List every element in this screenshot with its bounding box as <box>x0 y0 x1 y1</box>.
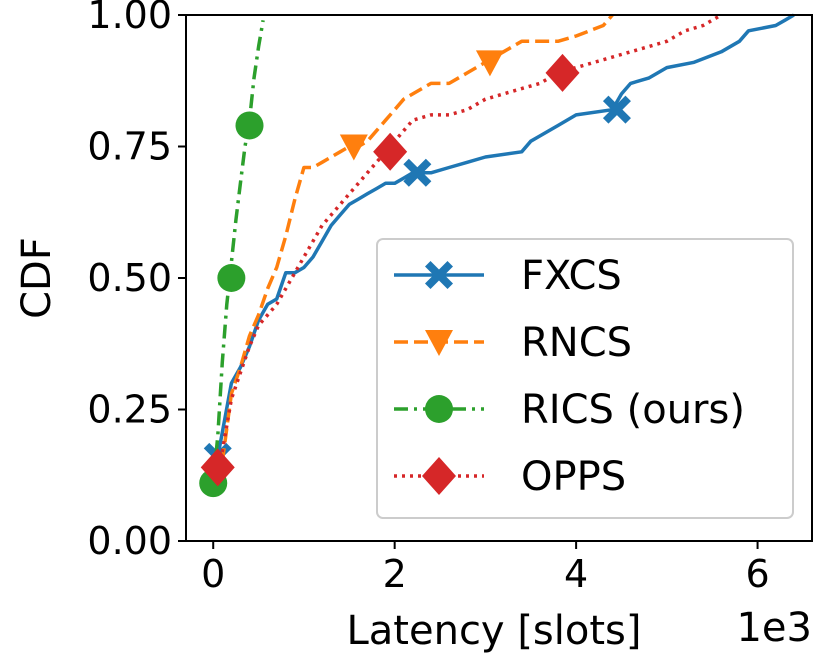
series-rics-ours <box>199 20 265 498</box>
legend-swatch-marker <box>425 395 453 423</box>
series-line-opps <box>216 13 723 468</box>
x-tick-label: 4 <box>564 552 588 596</box>
series-marker-fxcs <box>602 95 631 124</box>
series-marker-opps <box>200 448 235 487</box>
legend-item-opps: OPPS <box>394 454 626 500</box>
legend-label: RICS (ours) <box>521 387 745 433</box>
series-marker-rncs <box>339 134 368 161</box>
series-marker-rics-ours <box>217 264 246 292</box>
y-tick-label: 0.75 <box>87 125 172 169</box>
legend: FXCS RNCS RICS (ours) OPPS <box>376 238 794 519</box>
series-line-rics-ours <box>211 20 265 484</box>
x-axis-label: Latency [slots] <box>347 608 642 654</box>
ticks-layer: 0 2 4 6 0.00 0.25 0.50 0.75 1.00 <box>87 0 769 596</box>
series-rncs <box>220 13 614 463</box>
series-layer <box>199 13 795 498</box>
legend-swatch-marker <box>425 261 453 289</box>
legend-item-rics-ours: RICS (ours) <box>394 387 745 433</box>
legend-label: RNCS <box>521 320 632 366</box>
y-tick-label: 0.00 <box>87 519 172 563</box>
series-marker-opps <box>545 53 580 92</box>
series-marker-fxcs <box>403 158 432 187</box>
y-tick-label: 0.25 <box>87 388 172 432</box>
legend-item-fxcs: FXCS <box>394 253 622 299</box>
x-tick-label: 2 <box>383 552 407 596</box>
series-line-fxcs <box>211 13 795 464</box>
series-marker-opps <box>373 132 408 171</box>
legend-swatch-marker <box>422 457 456 495</box>
y-tick-label: 0.50 <box>87 256 172 300</box>
legend-label: FXCS <box>521 253 622 299</box>
series-marker-rics-ours <box>235 111 264 140</box>
y-tick-label: 1.00 <box>87 0 172 37</box>
legend-swatch-marker <box>425 330 453 356</box>
x-tick-label: 6 <box>745 552 769 596</box>
x-tick-label: 0 <box>201 552 225 596</box>
y-axis-label: CDF <box>14 237 60 319</box>
legend-box <box>376 238 794 519</box>
x-axis-offset-text: 1e3 <box>736 605 812 651</box>
legend-item-rncs: RNCS <box>394 320 632 366</box>
series-opps <box>200 13 723 487</box>
series-marker-rncs <box>475 50 504 77</box>
legend-label: OPPS <box>521 454 626 500</box>
